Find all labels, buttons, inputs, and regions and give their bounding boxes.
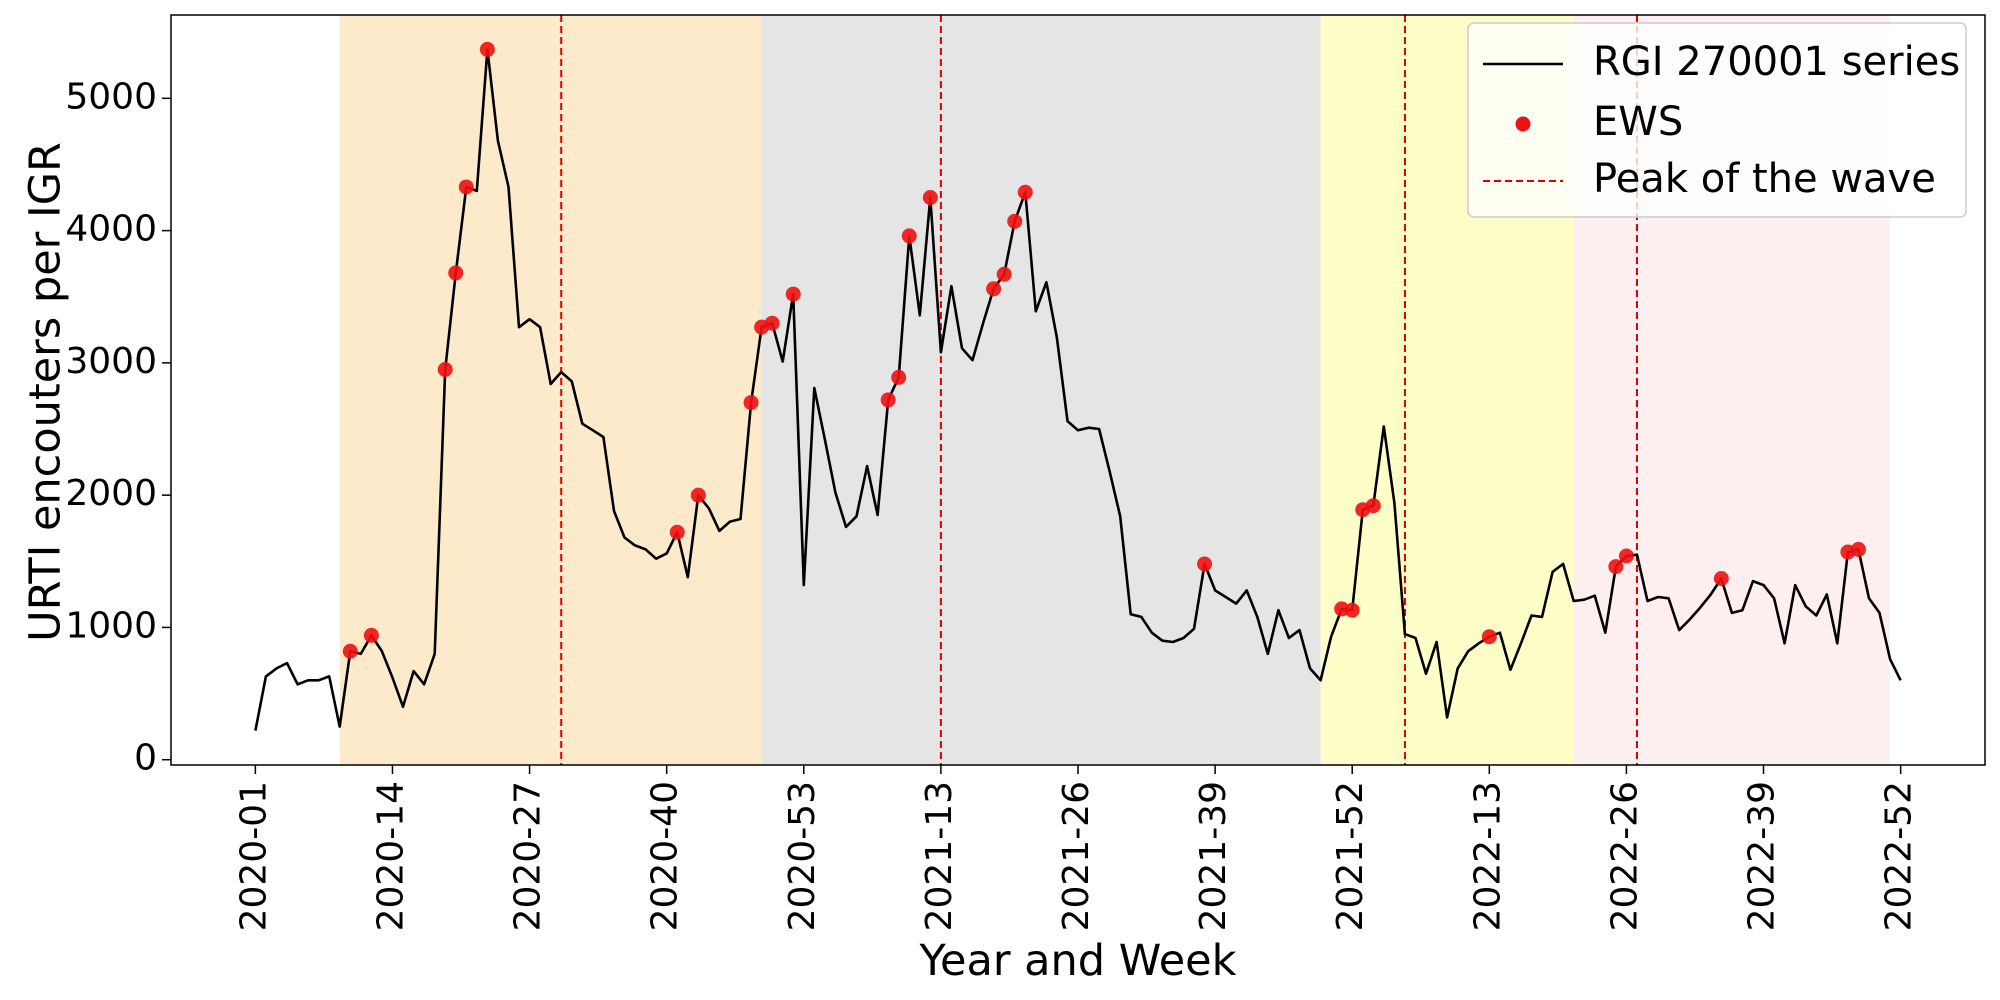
- ews-point: [1713, 570, 1729, 586]
- ews-point: [743, 395, 759, 411]
- y-axis-label: URTI encouters per IGR: [21, 142, 71, 642]
- legend-label: EWS: [1593, 99, 1683, 145]
- x-tick-label: 2020-27: [508, 781, 549, 931]
- y-tick-label: 5000: [65, 76, 157, 117]
- ews-point: [1344, 602, 1360, 618]
- ews-point: [1007, 213, 1023, 229]
- x-tick-label: 2020-14: [370, 781, 411, 931]
- x-tick-label: 2022-26: [1604, 781, 1645, 931]
- wave-region: [339, 15, 762, 765]
- legend-dot-swatch: [1515, 116, 1531, 132]
- ews-point: [448, 265, 464, 281]
- x-tick-label: 2020-01: [233, 781, 274, 931]
- x-tick-label: 2022-39: [1742, 781, 1783, 931]
- ews-point: [880, 392, 896, 408]
- x-tick-label: 2022-52: [1879, 781, 1920, 931]
- y-tick-label: 4000: [65, 209, 157, 250]
- ews-point: [1017, 184, 1033, 200]
- ews-point: [458, 179, 474, 195]
- ews-point: [922, 190, 938, 206]
- x-tick-label: 2021-13: [919, 781, 960, 931]
- ews-point: [1608, 559, 1624, 575]
- ews-point: [690, 487, 706, 503]
- legend-label: Peak of the wave: [1593, 156, 1936, 202]
- wave-region: [761, 15, 1321, 765]
- ews-point: [1850, 541, 1866, 557]
- ews-point: [479, 41, 495, 57]
- y-tick-label: 1000: [65, 605, 157, 646]
- x-tick-label: 2021-39: [1193, 781, 1234, 931]
- ews-point: [891, 369, 907, 385]
- legend-label: RGI 270001 series: [1593, 39, 1960, 85]
- x-tick-label: 2022-13: [1467, 781, 1508, 931]
- x-tick-label: 2020-53: [782, 781, 823, 931]
- y-tick-label: 2000: [65, 473, 157, 514]
- x-axis-label: Year and Week: [918, 936, 1236, 986]
- axes-frame: [170, 14, 1986, 766]
- ews-point: [342, 643, 358, 659]
- x-tick-label: 2020-40: [645, 781, 686, 931]
- ews-point: [1481, 629, 1497, 645]
- ews-point: [1618, 548, 1634, 564]
- legend-box: [1467, 22, 1967, 218]
- ews-point: [669, 524, 685, 540]
- y-tick-label: 3000: [65, 341, 157, 382]
- x-tick-label: 2021-52: [1330, 781, 1371, 931]
- ews-point: [901, 228, 917, 244]
- ews-point: [785, 286, 801, 302]
- ews-point: [1365, 498, 1381, 514]
- y-tick-label: 0: [134, 738, 157, 779]
- x-tick-label: 2021-26: [1056, 781, 1097, 931]
- ews-point: [363, 627, 379, 643]
- ews-point: [437, 361, 453, 377]
- ews-point: [986, 281, 1002, 297]
- ews-point: [996, 266, 1012, 282]
- ews-point: [1197, 556, 1213, 572]
- ews-point: [764, 315, 780, 331]
